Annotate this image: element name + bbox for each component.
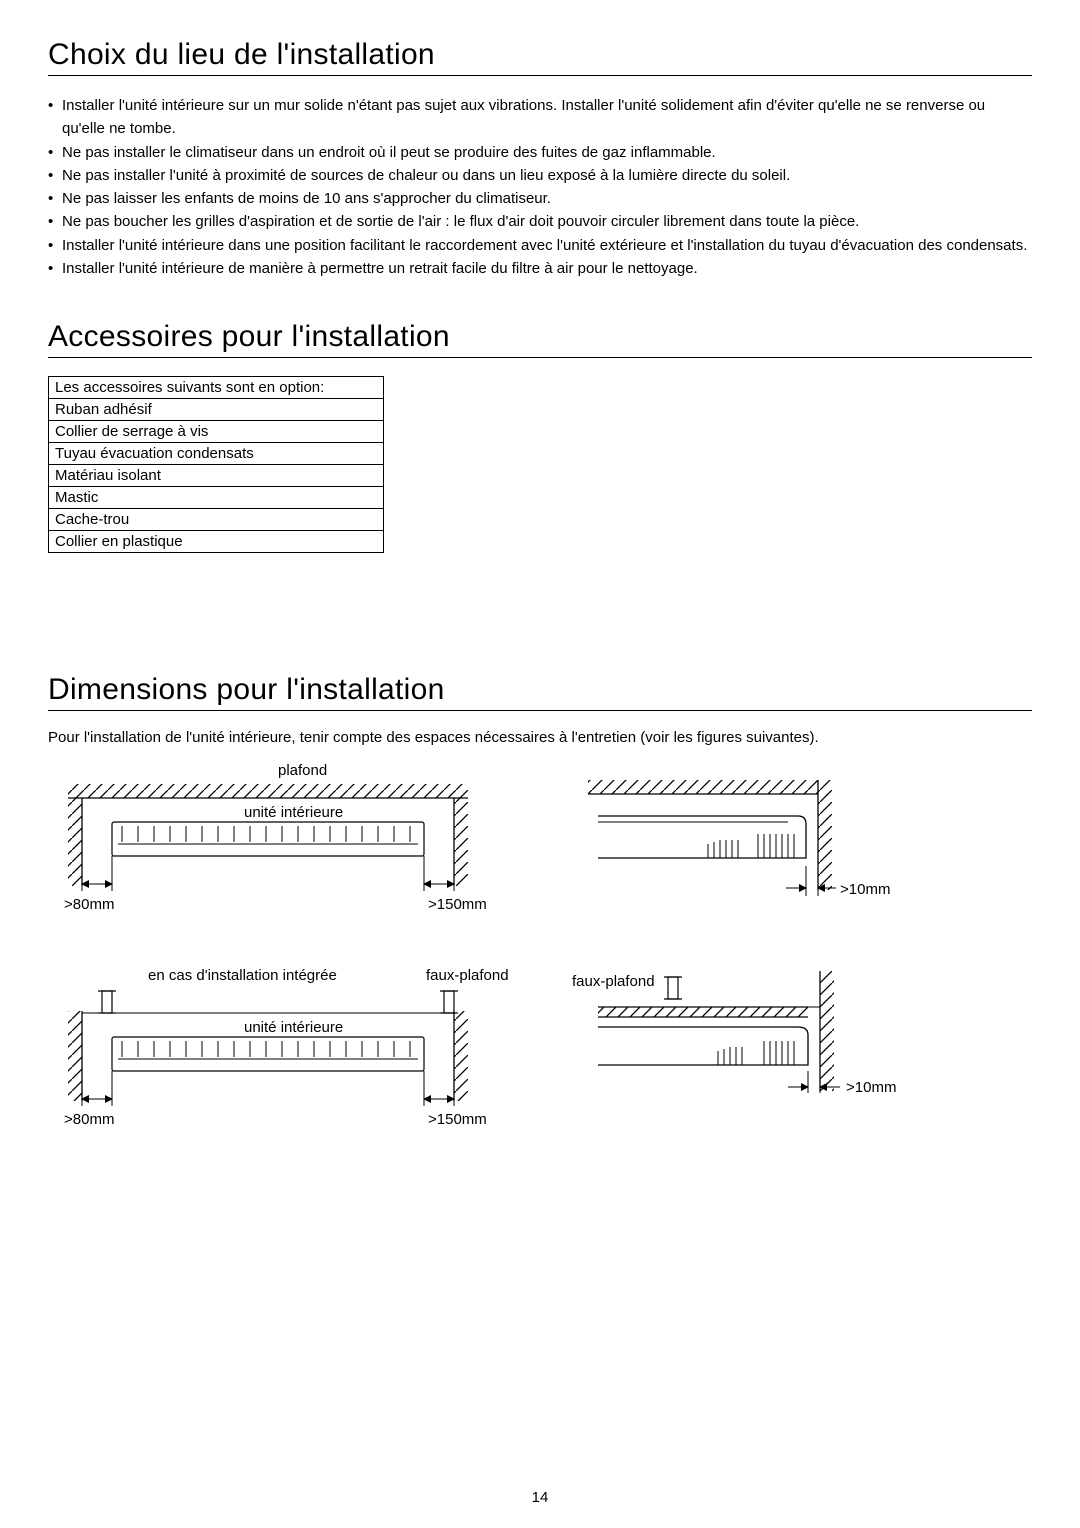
bullet-item: Installer l'unité intérieure dans une po… <box>48 234 1032 257</box>
bullet-item: Installer l'unité intérieure de manière … <box>48 257 1032 280</box>
fig3-caption: en cas d'installation intégrée <box>148 967 337 984</box>
figures-grid: plafond unité intérieure >80mm >150mm <box>48 766 1032 1136</box>
fig3-fauxplafond-label: faux-plafond <box>426 967 509 984</box>
bullet-item: Ne pas installer le climatiseur dans un … <box>48 141 1032 164</box>
fig3-unit-label: unité intérieure <box>244 1019 343 1036</box>
section2-title: Accessoires pour l'installation <box>48 320 1032 358</box>
accessory-row: Mastic <box>49 487 384 509</box>
accessories-table-wrap: Les accessoires suivants sont en option:… <box>48 376 1032 553</box>
accessory-row: Tuyau évacuation condensats <box>49 443 384 465</box>
accessory-row: Collier en plastique <box>49 531 384 553</box>
fig1-right-dim: >150mm <box>428 896 487 913</box>
accessory-row: Matériau isolant <box>49 465 384 487</box>
figure-2: >10mm <box>568 766 968 921</box>
accessories-table: Les accessoires suivants sont en option:… <box>48 376 384 553</box>
bullet-item: Ne pas installer l'unité à proximité de … <box>48 164 1032 187</box>
bullet-item: Ne pas boucher les grilles d'aspiration … <box>48 210 1032 233</box>
accessory-row: Collier de serrage à vis <box>49 421 384 443</box>
fig1-plafond-label: plafond <box>278 762 327 779</box>
accessories-header: Les accessoires suivants sont en option: <box>49 377 384 399</box>
fig1-left-dim: >80mm <box>64 896 114 913</box>
section1-title: Choix du lieu de l'installation <box>48 38 1032 76</box>
section3-title: Dimensions pour l'installation <box>48 673 1032 711</box>
page: Choix du lieu de l'installation Installe… <box>0 0 1080 1528</box>
section1-bullets: Installer l'unité intérieure sur un mur … <box>48 94 1032 280</box>
fig4-fauxplafond-label: faux-plafond <box>572 973 655 990</box>
bullet-item: Ne pas laisser les enfants de moins de 1… <box>48 187 1032 210</box>
fig4-right-dim: >10mm <box>846 1079 896 1096</box>
accessory-row: Cache-trou <box>49 509 384 531</box>
fig2-right-dim: >10mm <box>840 881 890 898</box>
figure-4: faux-plafond >10mm <box>568 971 968 1136</box>
accessory-row: Ruban adhésif <box>49 399 384 421</box>
figure-3: en cas d'installation intégrée faux-plaf… <box>48 971 528 1136</box>
fig3-left-dim: >80mm <box>64 1111 114 1128</box>
page-number: 14 <box>0 1489 1080 1506</box>
figure-1: plafond unité intérieure >80mm >150mm <box>48 766 528 921</box>
bullet-item: Installer l'unité intérieure sur un mur … <box>48 94 1032 141</box>
fig1-unit-label: unité intérieure <box>244 804 343 821</box>
section3-intro: Pour l'installation de l'unité intérieur… <box>48 729 1032 746</box>
fig3-right-dim: >150mm <box>428 1111 487 1128</box>
